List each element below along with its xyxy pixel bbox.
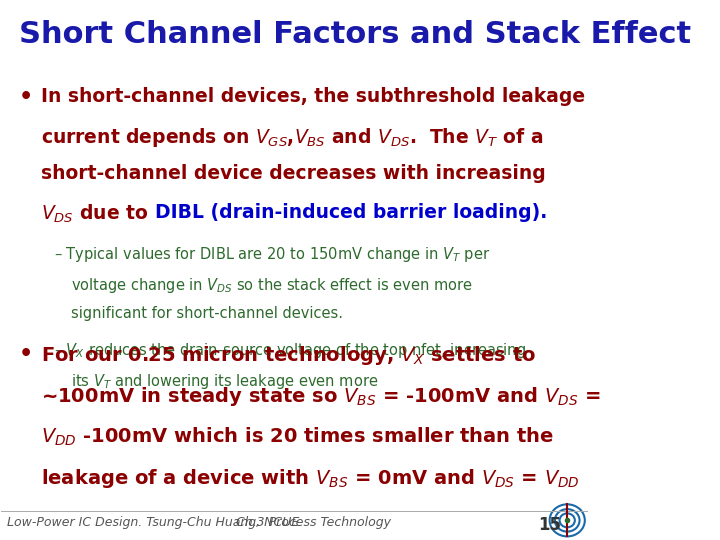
Text: significant for short-channel devices.: significant for short-channel devices.: [71, 306, 343, 321]
Text: – Typical values for DIBL are 20 to 150mV change in $V_{T}$ per: – Typical values for DIBL are 20 to 150m…: [54, 245, 490, 265]
Text: 15: 15: [538, 516, 561, 534]
Text: its $V_{T}$ and lowering its leakage even more: its $V_{T}$ and lowering its leakage eve…: [71, 372, 378, 390]
Text: In short-channel devices, the subthreshold leakage: In short-channel devices, the subthresho…: [41, 87, 585, 106]
Text: DIBL (drain-induced barrier loading).: DIBL (drain-induced barrier loading).: [155, 202, 547, 221]
Text: Short Channel Factors and Stack Effect: Short Channel Factors and Stack Effect: [19, 20, 691, 49]
Text: •: •: [19, 87, 33, 107]
Text: ~100mV in steady state so $V_{BS}$ = -100mV and $V_{DS}$ =: ~100mV in steady state so $V_{BS}$ = -10…: [41, 385, 600, 408]
Text: – $V_{X}$ reduces the drain-source voltage of the top nfet, increasing: – $V_{X}$ reduces the drain-source volta…: [54, 341, 526, 360]
Text: leakage of a device with $V_{BS}$ = 0mV and $V_{DS}$ = $V_{DD}$: leakage of a device with $V_{BS}$ = 0mV …: [41, 468, 580, 490]
Text: Ch.3 Process Technology: Ch.3 Process Technology: [236, 516, 391, 529]
Text: $V_{DS}$ due to: $V_{DS}$ due to: [41, 202, 150, 225]
Text: Low-Power IC Design. Tsung-Chu Huang, NCUE: Low-Power IC Design. Tsung-Chu Huang, NC…: [7, 516, 300, 529]
Text: •: •: [19, 344, 33, 364]
Text: short-channel device decreases with increasing: short-channel device decreases with incr…: [41, 164, 546, 183]
Text: For our 0.25 micron technology, $V_{X}$ settles to: For our 0.25 micron technology, $V_{X}$ …: [41, 344, 536, 367]
Text: $V_{DD}$ -100mV which is 20 times smaller than the: $V_{DD}$ -100mV which is 20 times smalle…: [41, 426, 554, 449]
Text: voltage change in $V_{DS}$ so the stack effect is even more: voltage change in $V_{DS}$ so the stack …: [71, 276, 472, 295]
Text: current depends on $V_{GS}$,$V_{BS}$ and $V_{DS}$.  The $V_{T}$ of a: current depends on $V_{GS}$,$V_{BS}$ and…: [41, 125, 544, 148]
